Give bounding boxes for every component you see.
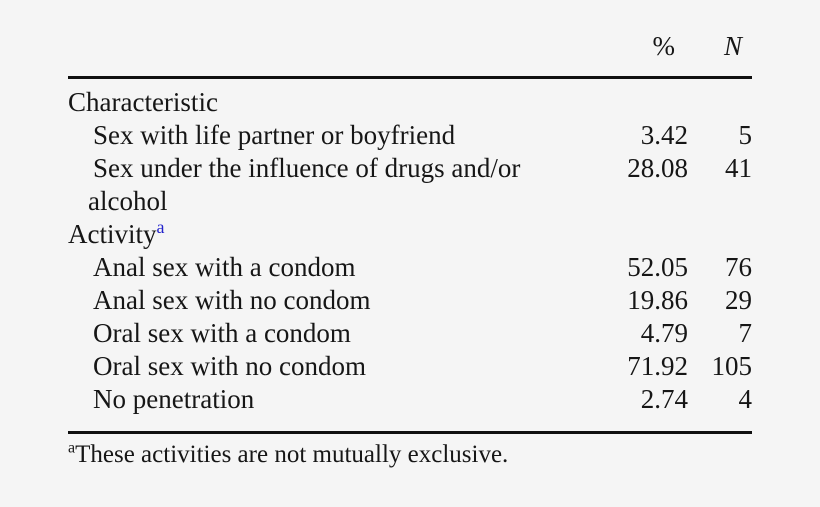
row-n-value: 5 — [738, 120, 753, 150]
row-label-text: Oral sex with no condom — [93, 351, 366, 381]
row-label: Anal sex with no condom — [68, 284, 598, 317]
row-percent-value: 3.42 — [640, 120, 688, 150]
row-label: Anal sex with a condom — [68, 251, 598, 284]
row-label-text: Activity — [68, 219, 157, 249]
row-percent-value: 19.86 — [627, 285, 688, 315]
row-label-wrap-line: alcohol — [88, 186, 168, 216]
row-n-value: 7 — [738, 318, 753, 348]
row-label-text: Sex under the influence of drugs and/or — [93, 153, 521, 183]
row-n-value: 4 — [738, 384, 753, 414]
table-row-activity-section: Activitya — [68, 218, 752, 251]
row-n-value: 29 — [725, 285, 752, 315]
table-body: Characteristic Sex with life partner or … — [68, 76, 752, 434]
row-label-text: Anal sex with a condom — [93, 252, 356, 282]
row-label: Characteristic — [68, 86, 598, 119]
footnote-link-superscript[interactable]: a — [156, 217, 165, 237]
table-row-characteristic-section: Characteristic — [68, 86, 752, 119]
table-row: Oral sex with no condom 71.92 105 — [68, 350, 752, 383]
row-label: Sex with life partner or boyfriend — [68, 119, 598, 152]
row-label-text: Sex with life partner or boyfriend — [93, 120, 456, 150]
row-n-value: 105 — [711, 351, 753, 381]
footnote-marker: a — [68, 439, 76, 457]
header-spacer — [68, 30, 598, 63]
table-row: Sex with life partner or boyfriend 3.42 … — [68, 119, 752, 152]
row-label: No penetration — [68, 383, 598, 416]
table-row: Anal sex with no condom 19.86 29 — [68, 284, 752, 317]
stats-table: % N Characteristic Sex with life partner… — [68, 0, 752, 470]
row-label: Activitya — [68, 218, 598, 251]
row-percent-value: 71.92 — [627, 351, 688, 381]
row-label: Oral sex with a condom — [68, 317, 598, 350]
row-label-text: No penetration — [93, 384, 255, 414]
row-label-text: Characteristic — [68, 87, 218, 117]
table-header-row: % N — [68, 0, 752, 76]
column-header-n: N — [723, 31, 742, 61]
row-label: Sex under the influence of drugs and/or a… — [68, 152, 598, 218]
table-row: Anal sex with a condom 52.05 76 — [68, 251, 752, 284]
row-percent-value: 52.05 — [627, 252, 688, 282]
row-percent-value: 2.74 — [640, 384, 688, 414]
row-n-value: 76 — [725, 252, 752, 282]
row-percent-value: 4.79 — [640, 318, 688, 348]
row-percent-value: 28.08 — [627, 153, 688, 183]
table-row: Oral sex with a condom 4.79 7 — [68, 317, 752, 350]
row-label-text: Oral sex with a condom — [93, 318, 351, 348]
table-row: Sex under the influence of drugs and/or a… — [68, 152, 752, 218]
row-n-value: 41 — [725, 153, 752, 183]
table-row: No penetration 2.74 4 — [68, 383, 752, 416]
row-label: Oral sex with no condom — [68, 350, 598, 383]
column-header-percent: % — [652, 31, 676, 61]
row-label-text: Anal sex with no condom — [93, 285, 371, 315]
footnote-text: These activities are not mutually exclus… — [75, 441, 509, 468]
table-footnote: aThese activities are not mutually exclu… — [68, 439, 752, 470]
